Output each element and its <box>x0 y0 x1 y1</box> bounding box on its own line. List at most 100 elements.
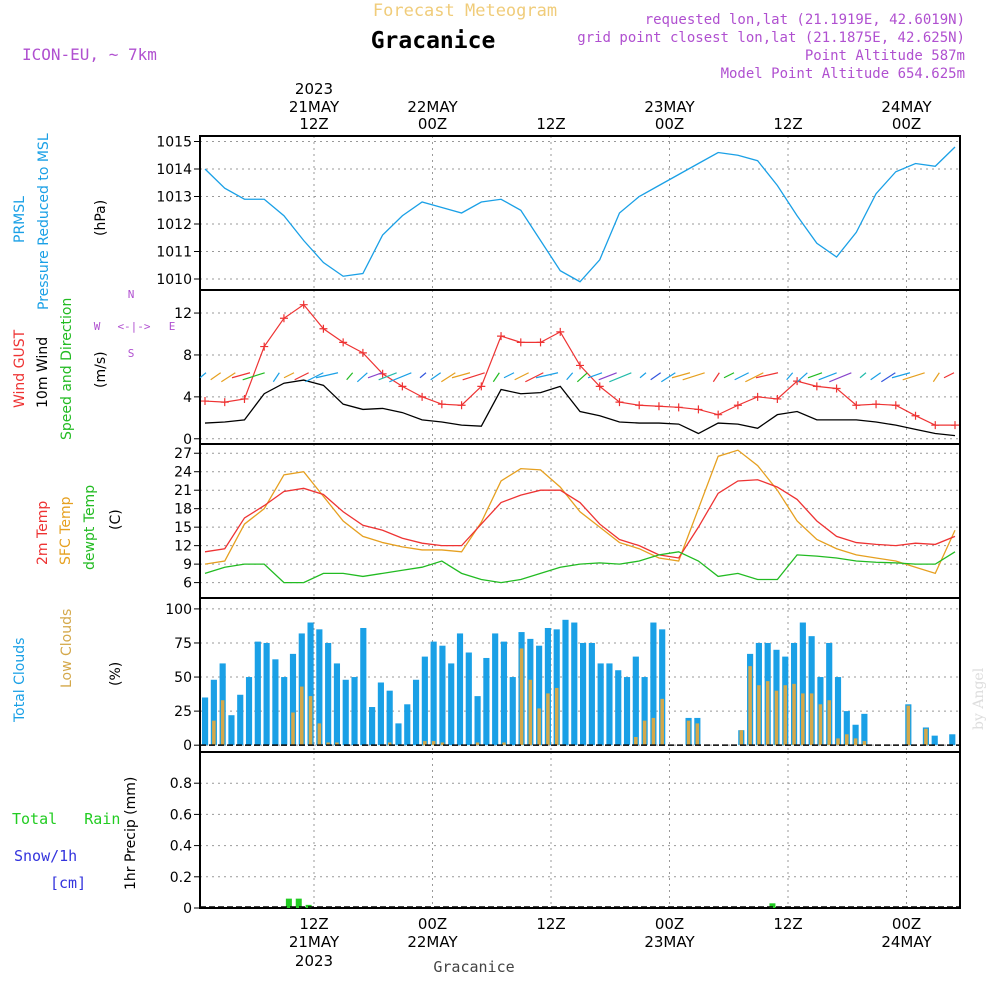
gust-marker <box>398 382 407 391</box>
ytick-label: 0 <box>183 432 192 448</box>
total-cloud-bar <box>272 659 279 746</box>
ytick-label: 4 <box>183 390 192 406</box>
prmsl-label: PRMSL <box>12 196 28 243</box>
gust-marker <box>220 398 229 407</box>
total-cloud-bar <box>931 735 938 746</box>
total-cloud-bar <box>641 677 648 746</box>
gust-marker <box>339 338 348 347</box>
wind-arrow <box>796 372 808 383</box>
wind-arrow <box>639 372 647 379</box>
total-cloud-bar <box>369 707 376 746</box>
ytick-label: 1011 <box>156 245 192 261</box>
total-cloud-bar <box>492 633 499 746</box>
precip-bar <box>285 898 292 908</box>
time-label-top: 24MAY <box>881 98 932 116</box>
wind-arrow <box>870 372 882 381</box>
ytick-label: 8 <box>183 348 192 364</box>
total-cloud-bar <box>360 627 367 746</box>
ytick-label: 0 <box>183 901 192 917</box>
time-label-bottom: 23MAY <box>644 933 695 951</box>
ytick-label: 50 <box>174 670 192 686</box>
location-title: Gracanice <box>371 28 496 54</box>
low-cloud-bar <box>519 648 524 746</box>
wind-arrow <box>745 372 764 383</box>
time-label-top: 12Z <box>536 115 565 133</box>
total-cloud-bar <box>395 723 402 746</box>
wind-arrow <box>566 372 574 381</box>
low-cloud-bar <box>792 683 796 746</box>
wind-arrow <box>305 372 324 383</box>
total-cloud-bar <box>553 629 560 746</box>
footer-location: Gracanice <box>433 958 514 976</box>
total-cloud-bar <box>377 682 384 746</box>
low-cloud-bar <box>660 698 664 746</box>
ytick-label: 6 <box>183 576 192 592</box>
gust-marker <box>595 382 604 391</box>
low-cloud-bar <box>774 690 779 746</box>
wind-arrow <box>818 372 837 381</box>
gust-marker <box>516 338 525 347</box>
low-cloud-bar <box>502 742 506 746</box>
gust-marker <box>576 361 584 370</box>
model-altitude: Model Point Altitude 654.625m <box>721 66 965 82</box>
low-cloud-bar <box>554 687 559 746</box>
low-cloud-bar <box>695 723 700 746</box>
time-label-top: 12Z <box>773 115 802 133</box>
panel-5: 0 0.2 0.4 0.6 0.8 <box>170 751 961 917</box>
low-cloud-bar <box>783 685 788 746</box>
total-cloud-bar <box>474 696 481 746</box>
pct-unit: (%) <box>108 662 124 686</box>
wind-arrow <box>451 372 471 379</box>
gust-marker <box>911 411 920 420</box>
gust-marker <box>497 332 506 341</box>
sfc-temp-line <box>204 449 956 575</box>
time-label-top: 2023 <box>295 80 333 98</box>
low-cloud-bar <box>739 730 744 746</box>
ytick-label: 15 <box>174 520 192 536</box>
wind-arrow <box>609 372 632 383</box>
low-cloud-bar <box>387 742 392 746</box>
ytick-label: 1015 <box>156 135 192 151</box>
total-cloud-bar <box>536 645 543 746</box>
low-cloud-bar <box>836 738 840 746</box>
total-cloud-bar <box>254 641 261 746</box>
wind-arrow <box>378 372 397 381</box>
ytick-label: 25 <box>174 704 192 720</box>
cm-unit: [cm] <box>50 874 86 892</box>
time-label-bottom: 00Z <box>655 915 684 933</box>
low-cloud-bar <box>634 737 638 746</box>
gust-marker <box>536 338 545 347</box>
low-cloud-bar <box>475 742 480 746</box>
total-cloud-bar <box>632 656 639 746</box>
wind-arrow <box>932 372 940 383</box>
total-cloud-bar <box>799 622 806 746</box>
total-cloud-bar <box>421 656 428 746</box>
wind-arrow <box>755 372 779 379</box>
total-cloud-bar <box>650 622 657 746</box>
gust-marker <box>694 405 703 414</box>
total-cloud-bar <box>544 627 551 746</box>
ytick-label: 1010 <box>156 272 192 288</box>
pressure-line <box>204 146 956 283</box>
ytick-label: 21 <box>174 483 192 499</box>
gust-marker <box>714 410 723 419</box>
low-cloud-bar <box>853 738 858 746</box>
ytick-label: 0.6 <box>170 807 192 823</box>
speed-direction-label: Speed and Direction <box>59 298 75 440</box>
gust-marker <box>418 392 427 401</box>
total-cloud-bar <box>571 622 578 746</box>
low-cloud-bar <box>845 734 849 746</box>
gust-marker <box>358 348 367 357</box>
wind-arrow <box>199 372 207 379</box>
panel5-labels: Total Rain Snow/1h [cm] 1hr Precip (mm) <box>12 777 139 892</box>
temp2m-label: 2m Temp <box>35 501 51 565</box>
time-label-bottom: 24MAY <box>881 933 932 951</box>
gust-marker <box>240 394 249 403</box>
low-cloud-bar <box>757 685 761 746</box>
low-cloud-bar <box>317 723 322 746</box>
gust-marker <box>753 392 762 401</box>
gust-marker <box>951 421 959 430</box>
total-cloud-bar <box>307 622 314 746</box>
compass-icon: N S W E <-|-> <box>94 288 176 360</box>
